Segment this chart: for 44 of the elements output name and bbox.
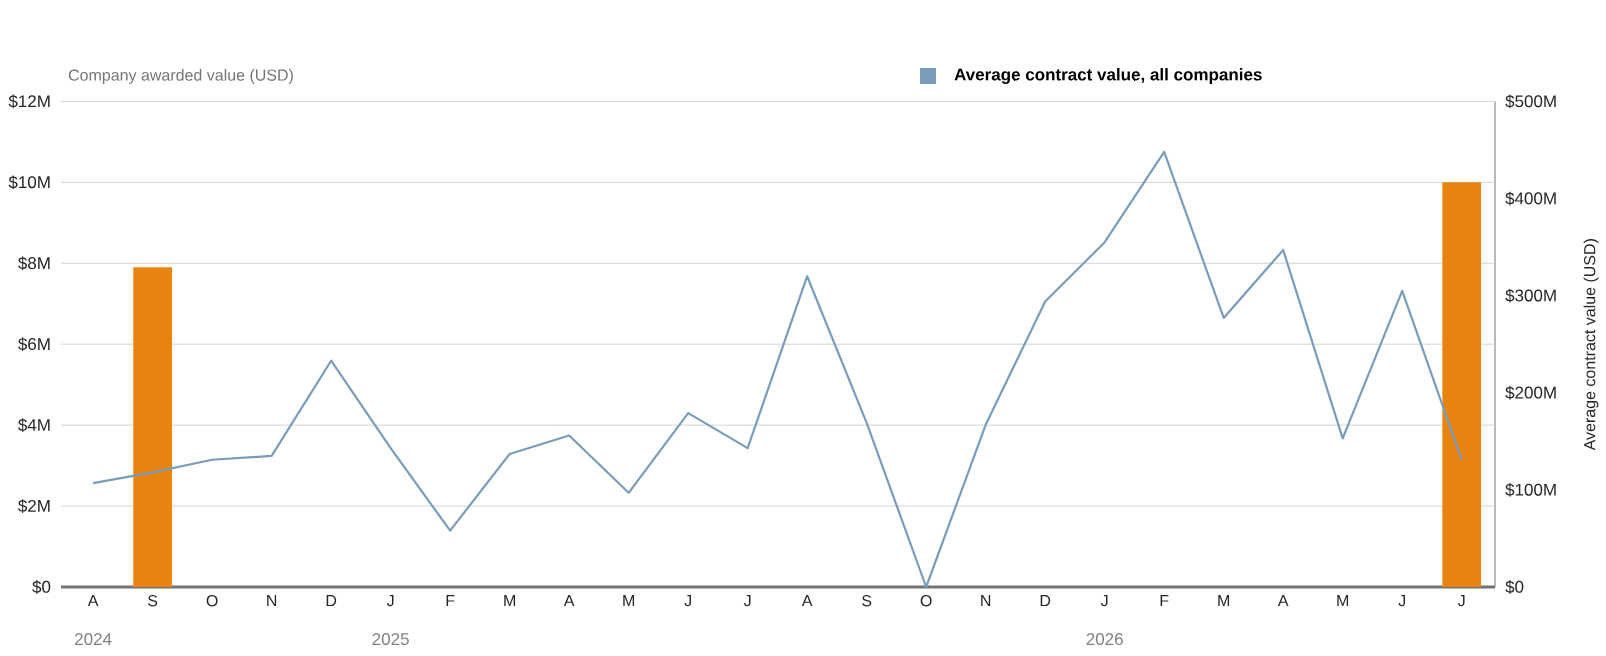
y2-tick-label: $500M	[1505, 94, 1556, 109]
y-tick-label: $12M	[8, 94, 50, 109]
x-tick-label: J	[386, 595, 394, 607]
y2-tick-label: $0	[1505, 580, 1524, 594]
y-tick-label: $6M	[18, 337, 50, 352]
x-tick-label: J	[684, 595, 691, 607]
x-tick-label: J	[1100, 595, 1108, 607]
x-tick-label: F	[1160, 595, 1169, 607]
text: 2025	[372, 633, 409, 646]
x-tick-label: O	[920, 595, 932, 607]
y-tick-label: $0	[32, 580, 51, 594]
legend-label: Average contract value, all companies	[954, 68, 1262, 84]
y-tick-label: $4M	[18, 418, 50, 433]
y2-tick-label: $400M	[1505, 191, 1556, 206]
y-axis-title: Company awarded value (USD)	[68, 69, 293, 84]
x-tick-label: A	[87, 595, 99, 607]
x-tick-label: M	[504, 595, 516, 607]
x-tick-label: S	[148, 595, 158, 607]
x-tick-label: D	[1040, 595, 1051, 607]
y-tick-label: $10M	[8, 175, 50, 190]
x-tick-label: J	[1398, 595, 1406, 607]
y2-axis-title: Average contract value (USD)	[1583, 239, 1599, 451]
x-tick-label: A	[801, 595, 813, 607]
y2-tick-label: $200M	[1505, 385, 1556, 400]
x-tick-label: N	[981, 595, 991, 607]
x-tick-label: A	[563, 595, 575, 607]
x-tick-label: J	[1457, 595, 1465, 607]
x-tick-label: A	[1277, 595, 1289, 607]
y-tick-label: $2M	[18, 499, 50, 513]
x-tick-label: O	[206, 595, 218, 607]
line-series	[92, 150, 1463, 589]
x-tick-label: S	[862, 595, 872, 607]
x-tick-label: D	[326, 595, 337, 607]
x-tick-label: J	[743, 595, 751, 607]
x-tick-label: M	[1218, 595, 1230, 607]
x-tick-label: F	[446, 595, 455, 607]
text: 2026	[1086, 633, 1123, 646]
y-tick-label: $8M	[18, 256, 50, 271]
y2-tick-label: $300M	[1505, 288, 1556, 303]
text: 2024	[75, 633, 112, 646]
x-tick-label: M	[1337, 595, 1349, 607]
x-tick-label: M	[623, 595, 635, 607]
y2-tick-label: $100M	[1505, 482, 1556, 497]
x-tick-label: N	[267, 595, 277, 607]
